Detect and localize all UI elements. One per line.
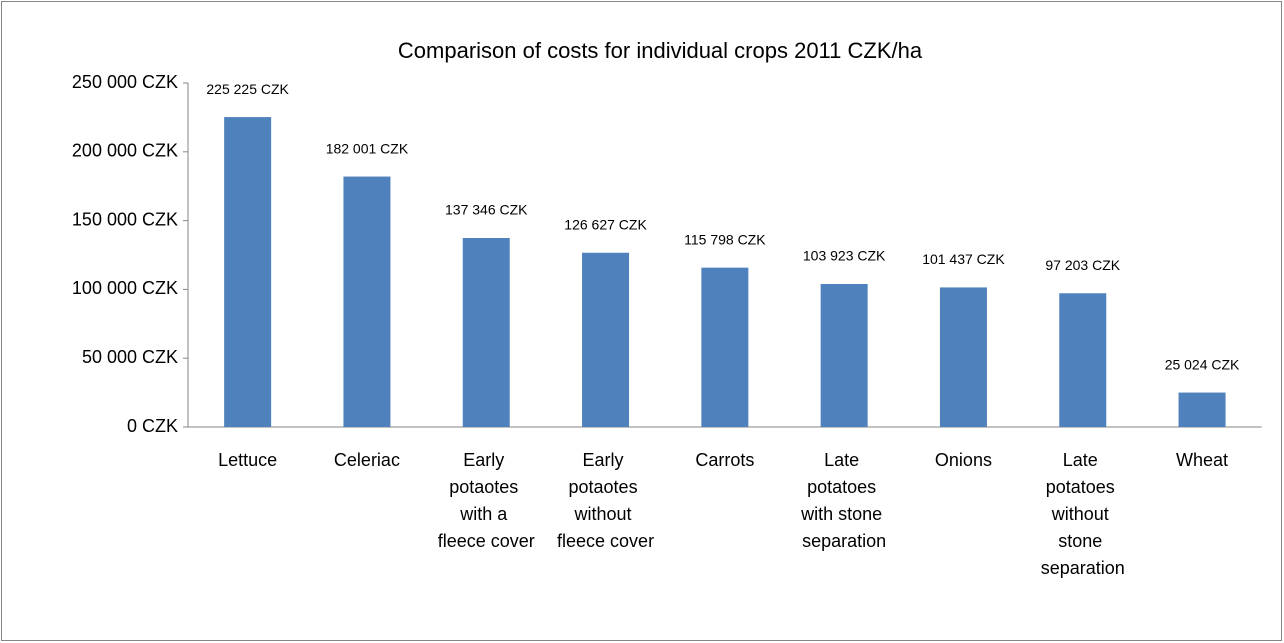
label-line: Celeriac <box>334 450 400 470</box>
label-line: Late <box>824 450 864 470</box>
x-tick-label: Carrots <box>695 450 754 470</box>
value-label: 137 346 CZK <box>445 202 528 218</box>
x-tick-label: Wheat <box>1176 450 1228 470</box>
label-line: Early <box>463 450 509 470</box>
label-line: with stone <box>800 504 887 524</box>
label-line: stone <box>1058 531 1107 551</box>
bar <box>1059 293 1107 427</box>
bar <box>1178 392 1226 427</box>
label-line: without <box>574 504 637 524</box>
label-line: without <box>1051 504 1114 524</box>
value-label: 182 001 CZK <box>326 140 409 156</box>
bar <box>820 284 868 427</box>
bar <box>343 176 391 427</box>
label-line: Wheat <box>1176 450 1228 470</box>
y-tick-label: 100 000 CZK <box>72 278 178 298</box>
chart-title: Comparison of costs for individual crops… <box>398 38 923 63</box>
value-label: 115 798 CZK <box>684 231 766 247</box>
label-line: potaotes <box>449 477 523 497</box>
label-line: potatoes <box>1046 477 1120 497</box>
y-tick-label: 0 CZK <box>127 416 178 436</box>
bar <box>582 252 630 427</box>
value-label: 101 437 CZK <box>922 251 1005 267</box>
x-tick-label: Celeriac <box>334 450 400 470</box>
value-label: 97 203 CZK <box>1045 257 1120 273</box>
y-tick-label: 50 000 CZK <box>82 347 178 367</box>
label-line: fleece cover <box>438 531 535 551</box>
x-tick-label: Late potatoes with stone separation <box>800 450 887 551</box>
y-tick-label: 200 000 CZK <box>72 141 178 161</box>
label-line: Early <box>583 450 629 470</box>
value-label: 25 024 CZK <box>1165 356 1240 372</box>
x-tick-label: Onions <box>935 450 992 470</box>
value-label: 126 627 CZK <box>564 216 647 232</box>
label-line: fleece cover <box>557 531 654 551</box>
bar <box>224 117 272 428</box>
x-tick-label: Early potaotes with a fleece cover <box>438 450 535 551</box>
label-line: Onions <box>935 450 992 470</box>
label-line: separation <box>1041 558 1125 578</box>
label-line: separation <box>802 531 886 551</box>
x-tick-label: Early potaotes without fleece cover <box>557 450 654 551</box>
bar <box>462 238 510 427</box>
label-line: Lettuce <box>218 450 277 470</box>
label-line: Carrots <box>695 450 754 470</box>
x-tick-label: Lettuce <box>218 450 277 470</box>
label-line: Late <box>1063 450 1103 470</box>
label-line: potaotes <box>569 477 643 497</box>
y-tick-label: 250 000 CZK <box>72 72 178 92</box>
x-tick-label: Late potatoes without stone separation <box>1041 450 1125 578</box>
value-label: 103 923 CZK <box>803 248 886 264</box>
bar <box>701 267 749 427</box>
bar <box>939 287 987 427</box>
label-line: potatoes <box>807 477 881 497</box>
label-line: with a <box>459 504 512 524</box>
value-label: 225 225 CZK <box>206 81 289 97</box>
y-tick-label: 150 000 CZK <box>72 209 178 229</box>
